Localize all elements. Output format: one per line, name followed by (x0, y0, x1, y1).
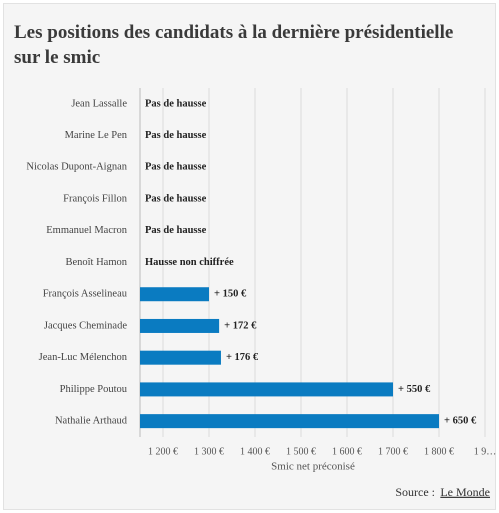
y-tick-label: Nathalie Arthaud (55, 416, 128, 427)
bar-annotation: Pas de hausse (145, 98, 207, 109)
y-tick-label: Benoît Hamon (65, 257, 127, 268)
bar-annotation: Hausse non chiffrée (145, 257, 234, 268)
bar (140, 318, 220, 333)
source-label: Source : (395, 485, 435, 499)
x-tick-label: 1 500 € (286, 446, 316, 457)
x-tick-label: 1 200 € (148, 446, 178, 457)
bar-annotation: Pas de hausse (145, 130, 207, 141)
bar (140, 382, 393, 397)
bar-annotation: + 172 € (224, 320, 257, 331)
y-tick-label: François Fillon (63, 193, 128, 204)
y-tick-label: Emmanuel Macron (46, 225, 128, 236)
x-axis-title: Smic net préconisé (271, 461, 355, 473)
bar-annotation: Pas de hausse (145, 162, 207, 173)
bar (140, 287, 209, 302)
bar-annotation: + 550 € (398, 384, 431, 395)
y-tick-label: Nicolas Dupont-Aignan (26, 162, 127, 173)
bar-annotation: Pas de hausse (145, 193, 207, 204)
x-tick-label: 1 700 € (378, 446, 408, 457)
bar (140, 350, 221, 365)
y-tick-label: Marine Le Pen (65, 130, 128, 141)
y-tick-label: Jean Lassalle (71, 98, 127, 109)
bar-annotation: + 150 € (214, 289, 247, 300)
y-tick-label: Jacques Cheminade (44, 320, 127, 331)
y-tick-label: François Asselineau (43, 289, 128, 300)
x-tick-label: 1 800 € (424, 446, 454, 457)
chart-title: Les positions des candidats à la dernièr… (14, 22, 453, 68)
bar-annotation: + 176 € (226, 352, 259, 363)
bar-annotation: Pas de hausse (145, 225, 207, 236)
y-tick-label: Jean-Luc Mélenchon (39, 352, 128, 363)
x-tick-label: 1 9… (474, 446, 497, 457)
x-tick-label: 1 400 € (240, 446, 270, 457)
source-link[interactable]: Le Monde (440, 485, 490, 499)
x-tick-label: 1 300 € (194, 446, 224, 457)
bar (140, 414, 439, 429)
x-tick-label: 1 600 € (332, 446, 362, 457)
bar-annotation: + 650 € (444, 416, 477, 427)
y-tick-label: Philippe Poutou (60, 384, 128, 395)
